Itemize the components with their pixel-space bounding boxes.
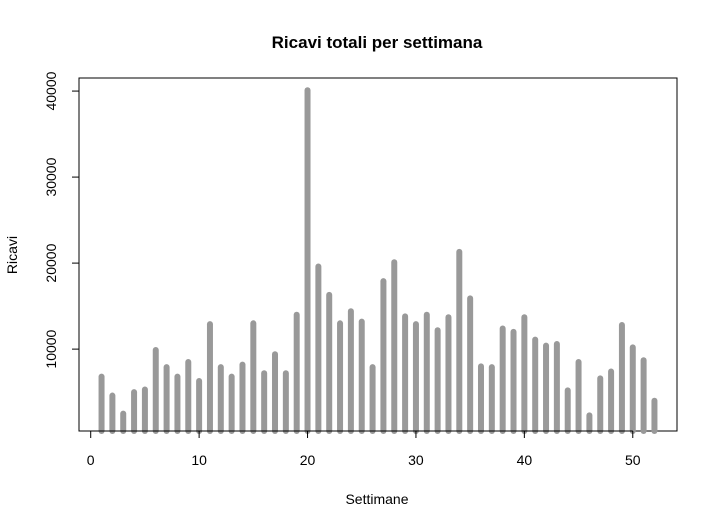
y-tick-label-30000: 30000 — [43, 157, 59, 196]
bars-group — [98, 87, 658, 434]
x-tick-label-10: 10 — [191, 452, 207, 468]
x-tick-label-40: 40 — [517, 452, 533, 468]
x-tick-label-0: 0 — [87, 452, 95, 468]
y-tick-label-20000: 20000 — [43, 243, 59, 282]
y-tick-label-10000: 10000 — [43, 329, 59, 368]
x-tick-label-30: 30 — [408, 452, 424, 468]
x-axis: 0 10 20 30 40 50 — [87, 430, 641, 468]
x-tick-label-20: 20 — [300, 452, 316, 468]
x-tick-label-50: 50 — [625, 452, 641, 468]
chart-title: Ricavi totali per settimana — [272, 33, 483, 52]
x-axis-label: Settimane — [345, 491, 408, 507]
y-tick-label-40000: 40000 — [43, 71, 59, 110]
y-axis: 10000 20000 30000 40000 — [43, 71, 80, 369]
y-axis-label: Ricavi — [4, 236, 20, 274]
